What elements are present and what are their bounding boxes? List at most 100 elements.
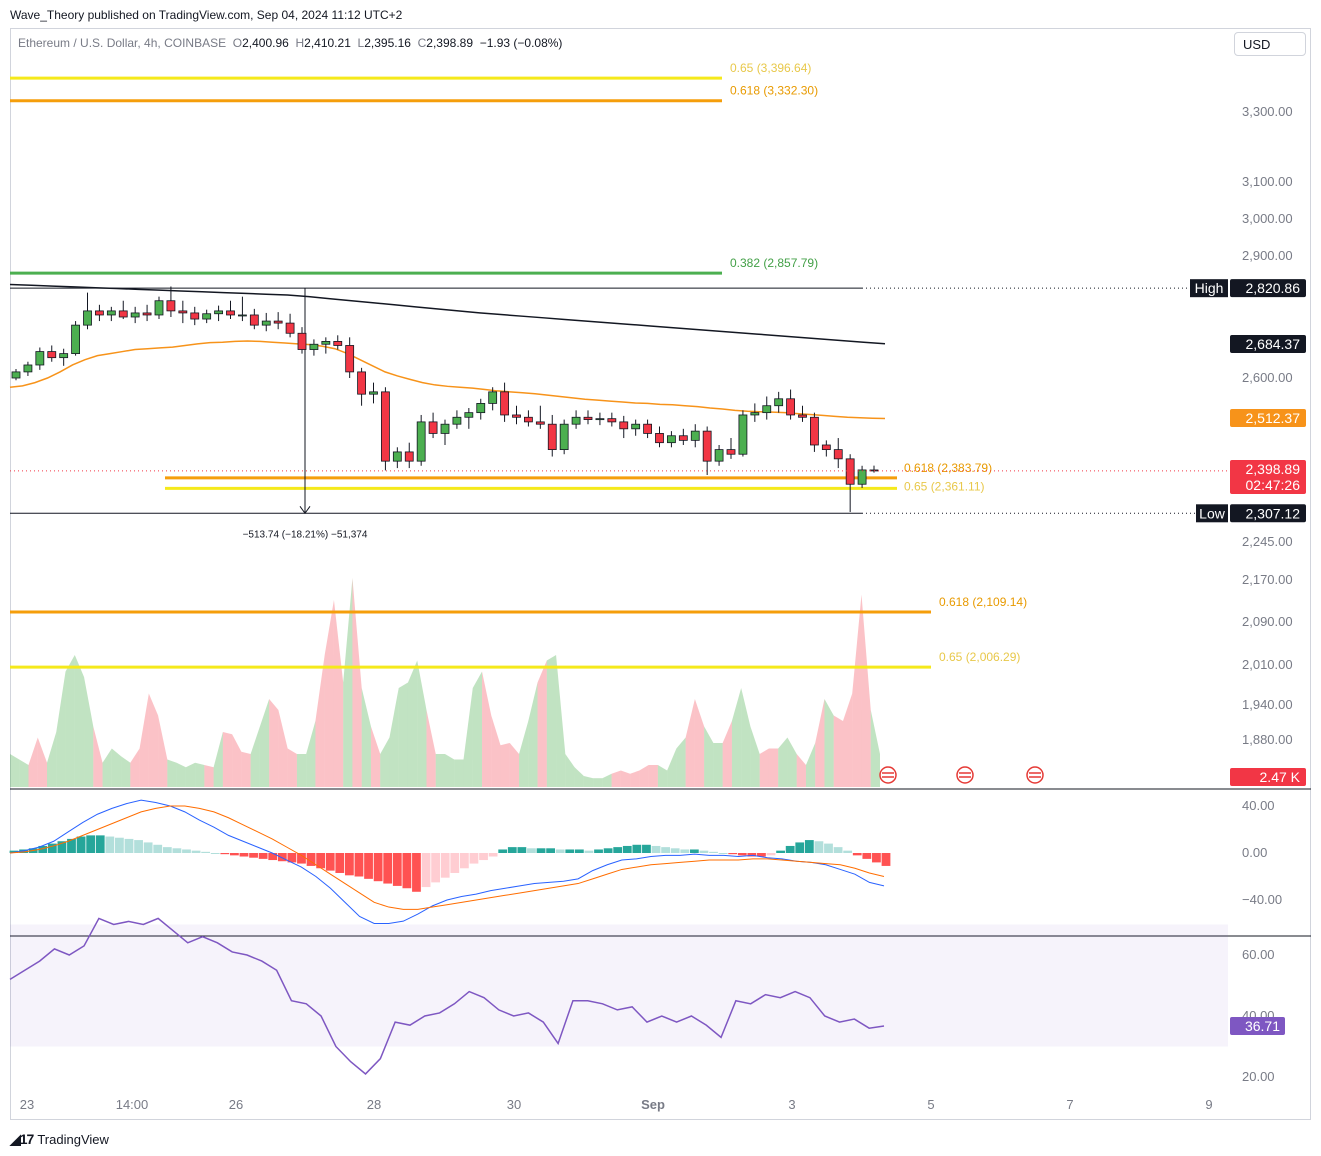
macd-histogram-bar <box>306 853 316 866</box>
candle-body <box>47 351 57 359</box>
candle-body <box>714 449 724 462</box>
time-axis-label: 9 <box>1205 1097 1212 1112</box>
macd-histogram-bar <box>507 847 517 853</box>
rsi-tag-bg <box>1230 1017 1285 1036</box>
candle-body <box>226 310 235 316</box>
price-axis-label: 1,880.00 <box>1242 732 1293 747</box>
volume-area-segment <box>842 693 853 787</box>
volume-area-segment <box>694 699 705 787</box>
ema-line <box>9 340 886 420</box>
macd-histogram-bar <box>316 853 326 869</box>
macd-histogram-bar <box>383 853 393 884</box>
brand-label: TradingView <box>37 1132 109 1147</box>
volume-area-segment <box>167 759 177 787</box>
macd-line <box>9 799 885 924</box>
measure-label: −513.74 (−18.21%) −51,374 <box>243 529 368 540</box>
macd-histogram-bar <box>440 853 450 878</box>
macd-histogram-bar <box>536 848 546 853</box>
rsi-band <box>10 924 1228 1047</box>
macd-histogram-bar <box>622 845 632 853</box>
volume-area-segment <box>593 778 603 787</box>
macd-histogram-bar <box>201 851 211 853</box>
macd-histogram-bar <box>555 849 565 853</box>
volume-area-segment <box>454 759 464 787</box>
volume-area-segment <box>602 773 612 787</box>
candle-body <box>249 314 259 326</box>
chart-frame <box>10 28 1311 1120</box>
volume-area-segment <box>556 655 566 787</box>
macd-histogram-bar <box>469 853 479 864</box>
candle-body <box>607 418 617 423</box>
volume-area-segment <box>398 682 408 787</box>
candle-body <box>595 418 605 421</box>
volume-area-segment <box>84 677 94 787</box>
volume-area-segment <box>574 767 584 787</box>
macd-histogram-bar <box>680 849 690 853</box>
macd-histogram-bar <box>412 853 421 892</box>
currency-button[interactable]: USD <box>1234 32 1306 56</box>
volume-area-segment <box>324 600 334 787</box>
volume-area-segment <box>102 748 112 787</box>
macd-histogram-bar <box>642 844 651 853</box>
volume-area-segment <box>852 594 862 787</box>
volume-area-segment <box>861 594 871 787</box>
fib-level-label: 0.382 (2,857.79) <box>730 256 818 270</box>
volume-area-segment <box>315 655 325 787</box>
change-value: −1.93 (−0.08%) <box>479 36 563 50</box>
volume-area-segment <box>352 578 362 787</box>
macd-axis-label: −40.00 <box>1242 892 1282 907</box>
macd-histogram-bar <box>584 850 594 853</box>
macd-histogram-bar <box>517 847 527 853</box>
macd-histogram-bar <box>872 853 881 863</box>
macd-histogram-bar <box>613 847 623 853</box>
volume-area-segment <box>583 776 594 787</box>
countdown-tag: 02:47:26 <box>1246 477 1301 493</box>
macd-histogram-bar <box>277 853 287 862</box>
candle-body <box>547 423 557 451</box>
volume-area-segment <box>676 737 686 787</box>
candle-body <box>130 312 140 318</box>
candle-body <box>11 371 21 379</box>
macd-histogram-bar <box>76 836 86 853</box>
candle-body <box>428 421 438 434</box>
macd-histogram-bar <box>574 849 584 853</box>
volume-area-segment <box>741 688 751 787</box>
macd-histogram-bar <box>105 836 115 853</box>
volume-area-segment <box>259 699 270 787</box>
time-axis-label: 7 <box>1066 1097 1073 1112</box>
volume-area-segment <box>472 671 483 787</box>
time-axis-label: 23 <box>20 1097 34 1112</box>
sma-price-tag: 2,684.37 <box>1246 336 1301 352</box>
macd-histogram-bar <box>785 845 795 853</box>
fib-level-label: 0.65 (2,006.29) <box>939 650 1020 664</box>
low-price-tag: 2,307.12 <box>1246 505 1301 521</box>
volume-area-segment <box>204 765 214 787</box>
macd-histogram-bar <box>220 853 230 855</box>
rsi-axis-label: 20.00 <box>1242 1069 1275 1084</box>
volume-area-segment <box>824 699 834 787</box>
high-label: H <box>295 36 305 50</box>
volume-area-segment <box>232 734 242 787</box>
candle-body <box>738 414 748 455</box>
macd-histogram-bar <box>182 849 191 853</box>
volume-area-segment <box>296 754 307 787</box>
candle-body <box>690 430 700 441</box>
time-axis-label: 14:00 <box>116 1097 149 1112</box>
candle-body <box>786 398 795 416</box>
close-value: 2,398.89 <box>426 36 474 50</box>
volume-area-segment <box>176 762 186 787</box>
macd-histogram-bar <box>852 853 862 856</box>
macd-histogram-bar <box>297 853 306 864</box>
candle-body <box>702 430 712 462</box>
price-axis-label: 2,900.00 <box>1242 248 1293 263</box>
us-flag-event-icon <box>879 766 897 784</box>
volume-area-segment <box>426 710 436 787</box>
macd-histogram-bar <box>392 853 402 886</box>
macd-histogram-bar <box>249 853 258 858</box>
macd-histogram-bar <box>124 838 134 853</box>
macd-histogram-bar <box>670 848 680 853</box>
time-axis-label: 26 <box>229 1097 243 1112</box>
macd-histogram-bar <box>239 853 249 857</box>
price-axis-label: 2,010.00 <box>1242 657 1293 672</box>
